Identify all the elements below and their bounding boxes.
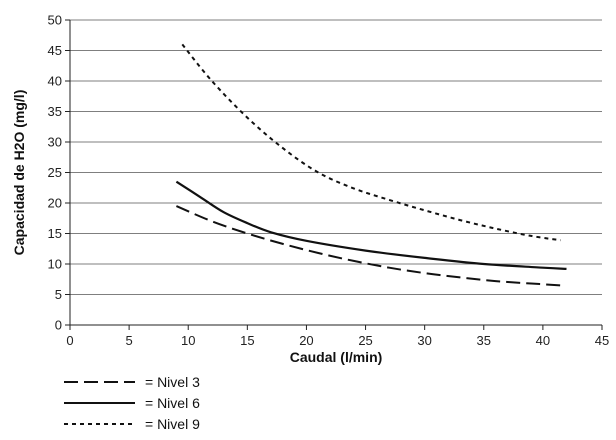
y-tick-label-10: 10: [48, 257, 62, 272]
series-line-2: [175, 180, 567, 270]
legend: = Nivel 3 = Nivel 6 = Nivel 9: [64, 374, 200, 432]
series-group: [175, 43, 567, 287]
x-axis-label: Caudal (l/min): [290, 349, 383, 365]
y-tick-label-35: 35: [48, 104, 62, 119]
legend-label-2: = Nivel 6: [145, 395, 200, 411]
series-line-3: [181, 43, 561, 242]
y-axis-label: Capacidad de H2O (mg/l): [11, 90, 27, 256]
y-tick-label-50: 50: [48, 13, 62, 28]
y-tick-label-45: 45: [48, 43, 62, 58]
y-tick-label-40: 40: [48, 74, 62, 89]
x-tick-label-40: 40: [536, 333, 550, 348]
x-tick-label-20: 20: [299, 333, 313, 348]
x-tick-label-25: 25: [358, 333, 372, 348]
y-ticks: 0 5 10 15 20 25 30 35 40 45 50: [48, 13, 70, 333]
x-tick-label-45: 45: [595, 333, 609, 348]
y-tick-label-5: 5: [55, 287, 62, 302]
x-tick-label-15: 15: [240, 333, 254, 348]
legend-label-1: = Nivel 3: [145, 374, 200, 390]
y-tick-label-25: 25: [48, 165, 62, 180]
x-tick-label-30: 30: [417, 333, 431, 348]
y-tick-label-30: 30: [48, 135, 62, 150]
legend-label-3: = Nivel 9: [145, 416, 200, 432]
y-tick-label-20: 20: [48, 196, 62, 211]
x-tick-label-0: 0: [66, 333, 73, 348]
x-tick-label-5: 5: [125, 333, 132, 348]
x-tick-label-10: 10: [181, 333, 195, 348]
x-ticks: 0 5 10 15 20 25 30 35 40 45: [66, 325, 609, 348]
series-line-1: [176, 205, 561, 287]
y-tick-label-15: 15: [48, 226, 62, 241]
grid-lines: [70, 19, 602, 295]
x-tick-label-35: 35: [477, 333, 491, 348]
y-tick-label-0: 0: [55, 318, 62, 333]
